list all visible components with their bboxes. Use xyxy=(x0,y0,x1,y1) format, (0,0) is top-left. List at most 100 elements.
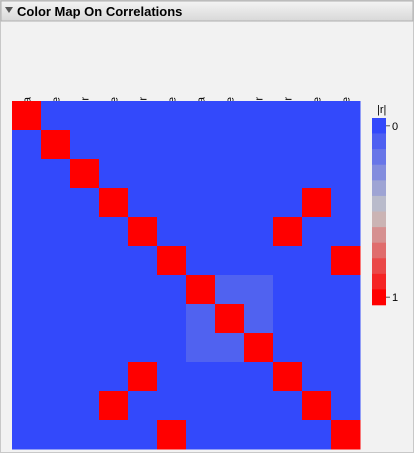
heatmap-cell xyxy=(302,159,332,189)
heatmap-cell xyxy=(128,130,158,160)
legend-tick-label: 0 xyxy=(392,121,398,133)
heatmap-cell xyxy=(41,217,71,247)
heatmap-cell xyxy=(70,362,100,392)
heatmap-cell xyxy=(186,275,216,305)
heatmap-cell xyxy=(244,188,274,218)
heatmap-cell xyxy=(215,159,245,189)
heatmap-cell xyxy=(12,304,42,334)
heatmap-cell xyxy=(186,159,216,189)
heatmap-cell xyxy=(273,159,303,189)
heatmap-cell xyxy=(12,159,42,189)
heatmap-cell xyxy=(273,275,303,305)
heatmap-cell xyxy=(215,101,245,131)
heatmap-cell xyxy=(186,130,216,160)
heatmap-cell xyxy=(244,420,274,450)
heatmap-cell xyxy=(244,304,274,334)
heatmap-cell xyxy=(41,101,71,131)
heatmap-cell xyxy=(70,188,100,218)
legend-swatch xyxy=(372,149,386,166)
heatmap-cell xyxy=(186,188,216,218)
heatmap-cell xyxy=(12,391,42,421)
heatmap-cell xyxy=(157,217,187,247)
heatmap-cell xyxy=(99,391,129,421)
heatmap-cell xyxy=(186,246,216,276)
heatmap-cell xyxy=(302,130,332,160)
heatmap-cell xyxy=(41,246,71,276)
heatmap-cell xyxy=(12,333,42,363)
heatmap-cell xyxy=(128,246,158,276)
heatmap-cell xyxy=(41,333,71,363)
heatmap-cell xyxy=(128,391,158,421)
heatmap-cell xyxy=(331,246,361,276)
legend-swatch xyxy=(372,242,386,259)
heatmap-cell xyxy=(215,304,245,334)
heatmap-cell xyxy=(302,101,332,131)
header-bar[interactable] xyxy=(0,0,414,22)
legend-swatch xyxy=(372,258,386,275)
heatmap-cell xyxy=(99,333,129,363)
heatmap-cell xyxy=(70,391,100,421)
heatmap-cell xyxy=(186,420,216,450)
heatmap-cell xyxy=(12,130,42,160)
heatmap-cell xyxy=(41,304,71,334)
heatmap-cell xyxy=(302,304,332,334)
legend-swatch xyxy=(372,211,386,228)
heatmap-cell xyxy=(273,391,303,421)
heatmap-cell xyxy=(331,159,361,189)
heatmap-cell xyxy=(157,188,187,218)
heatmap-cell xyxy=(128,362,158,392)
heatmap-cell xyxy=(244,130,274,160)
heatmap-cell xyxy=(157,420,187,450)
heatmap-cell xyxy=(99,159,129,189)
heatmap-cell xyxy=(99,217,129,247)
heatmap-cell xyxy=(331,333,361,363)
heatmap-cell xyxy=(215,333,245,363)
heatmap-cell xyxy=(331,362,361,392)
heatmap-cell xyxy=(41,362,71,392)
heatmap-cell xyxy=(70,130,100,160)
heatmap-cell xyxy=(302,362,332,392)
heatmap-cell xyxy=(215,188,245,218)
heatmap-cell xyxy=(186,391,216,421)
heatmap-cell xyxy=(244,159,274,189)
heatmap-cell xyxy=(302,420,332,450)
heatmap-cell xyxy=(244,246,274,276)
heatmap-cell xyxy=(273,246,303,276)
heatmap-cell xyxy=(99,275,129,305)
heatmap-cell xyxy=(244,333,274,363)
heatmap-cell xyxy=(186,333,216,363)
heatmap-cell xyxy=(302,333,332,363)
legend-swatch xyxy=(372,195,386,212)
heatmap-cell xyxy=(157,246,187,276)
heatmap-cell xyxy=(128,159,158,189)
heatmap-cell xyxy=(273,420,303,450)
heatmap-cell xyxy=(41,420,71,450)
legend-title: |r| xyxy=(377,104,386,116)
heatmap-cell xyxy=(302,188,332,218)
heatmap-cell xyxy=(331,130,361,160)
heatmap-cell xyxy=(157,333,187,363)
heatmap-cell xyxy=(273,217,303,247)
heatmap-cell xyxy=(302,391,332,421)
heatmap-cell xyxy=(157,275,187,305)
disclosure-icon[interactable] xyxy=(5,7,13,13)
heatmap-cell xyxy=(157,362,187,392)
heatmap-cell xyxy=(41,159,71,189)
heatmap-cell xyxy=(244,391,274,421)
legend-swatch xyxy=(372,180,386,197)
heatmap-cell xyxy=(244,217,274,247)
legend-swatch xyxy=(372,289,386,306)
heatmap-cell xyxy=(70,304,100,334)
heatmap-cell xyxy=(70,333,100,363)
heatmap-cell xyxy=(215,420,245,450)
heatmap-cell xyxy=(331,275,361,305)
heatmap-cell xyxy=(12,275,42,305)
legend-swatch xyxy=(372,273,386,290)
heatmap-cell xyxy=(12,217,42,247)
heatmap-cell xyxy=(302,275,332,305)
heatmap-cell xyxy=(99,420,129,450)
heatmap-cell xyxy=(331,217,361,247)
heatmap-cell xyxy=(128,304,158,334)
heatmap-cell xyxy=(128,275,158,305)
heatmap-cell xyxy=(99,101,129,131)
